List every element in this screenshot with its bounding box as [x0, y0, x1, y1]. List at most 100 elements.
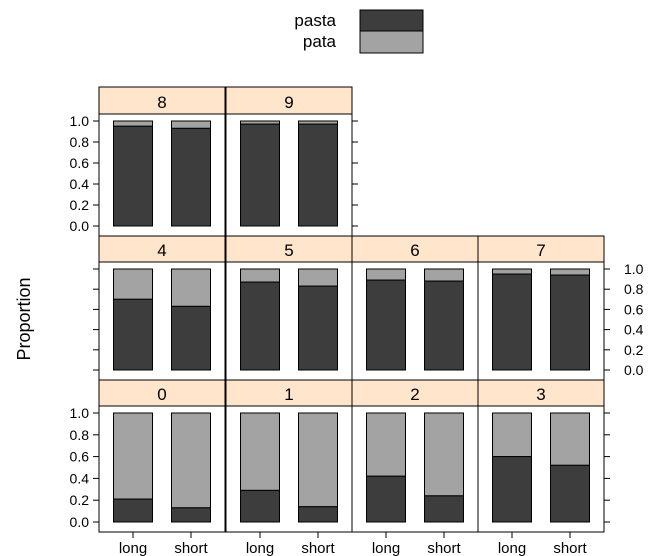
panel-strip-label: 4 — [157, 241, 166, 260]
bar-pata-short — [424, 268, 464, 282]
bar-pasta-short — [550, 464, 590, 523]
bar-pasta-short — [298, 506, 338, 523]
y-tick-label: 1.0 — [70, 405, 90, 421]
bar-pasta-long — [113, 125, 153, 227]
bar-pasta-long — [113, 498, 153, 523]
y-tick-label-right: 0.6 — [624, 301, 644, 317]
bar-pasta-long — [492, 456, 532, 523]
panel-strip-label: 0 — [157, 385, 166, 404]
panel-strip-label: 7 — [536, 241, 545, 260]
panel-5: 5 — [225, 235, 353, 381]
y-tick-label-right: 0.8 — [624, 281, 644, 297]
bar-pasta-long — [366, 475, 406, 523]
panel-strip-label: 3 — [536, 385, 545, 404]
panel-strip — [477, 235, 605, 263]
panel-strip-label: 1 — [284, 385, 293, 404]
y-tick-label: 0.6 — [70, 155, 90, 171]
legend-swatch-pasta — [359, 9, 424, 32]
x-tick-label: short — [174, 540, 208, 556]
panel-strip-label: 6 — [410, 241, 419, 260]
y-tick-label-right: 0.0 — [624, 362, 644, 378]
panel-strip-label: 5 — [284, 241, 293, 260]
bar-pasta-long — [240, 123, 280, 227]
panel-4: 4 — [93, 235, 226, 381]
bar-pasta-short — [424, 280, 464, 371]
y-tick-label-right: 0.2 — [624, 342, 644, 358]
bar-pasta-short — [550, 274, 590, 371]
bar-pata-short — [171, 268, 211, 307]
bar-pasta-long — [240, 281, 280, 371]
bar-pata-long — [113, 412, 153, 500]
x-tick-label: long — [498, 540, 526, 556]
x-tick-label: short — [427, 540, 461, 556]
y-tick-label: 0.2 — [70, 492, 90, 508]
x-tick-label: short — [553, 540, 587, 556]
bar-pata-short — [171, 120, 211, 129]
panel-strip — [225, 235, 353, 263]
y-axis-label: Proportion — [14, 277, 34, 360]
bar-pasta-short — [171, 127, 211, 227]
panel-strip — [98, 86, 226, 115]
y-tick-label: 0.0 — [70, 514, 90, 530]
panel-frame — [225, 113, 353, 237]
bar-pata-short — [424, 412, 464, 497]
bar-pata-long — [240, 412, 280, 491]
bar-pata-long — [240, 268, 280, 283]
panel-strip — [477, 379, 605, 407]
y-tick-label: 0.4 — [70, 176, 90, 192]
bar-pata-short — [550, 268, 590, 276]
panels: 0 0.0 0.2 0.4 0.6 0.8 1.0 long short 1 long short 2 l… — [70, 86, 644, 556]
y-tick-label: 0.2 — [70, 197, 90, 213]
panel-7: 7 0.0 0.2 0.4 0.6 0.8 1.0 — [477, 235, 644, 381]
bar-pasta-long — [366, 279, 406, 371]
x-tick-label: long — [372, 540, 400, 556]
legend-label-pasta: pasta — [294, 11, 336, 30]
bar-pata-short — [550, 412, 590, 466]
bar-pasta-short — [298, 285, 338, 371]
bar-pasta-short — [171, 305, 211, 371]
y-tick-label-right: 0.4 — [624, 322, 644, 338]
y-tick-label: 0.6 — [70, 449, 90, 465]
bar-pasta-long — [240, 489, 280, 523]
bar-pata-long — [366, 412, 406, 477]
panel-strip-label: 8 — [157, 93, 166, 112]
y-tick-label: 0.0 — [70, 218, 90, 234]
bar-pata-short — [298, 412, 338, 508]
bar-pasta-short — [171, 507, 211, 523]
panel-strip — [225, 86, 353, 115]
bar-pata-long — [492, 412, 532, 458]
bar-pata-short — [171, 412, 211, 509]
panel-2: 2 long short — [351, 379, 479, 556]
y-tick-label: 1.0 — [70, 113, 90, 129]
panel-frame — [98, 261, 226, 381]
panel-frame — [477, 261, 605, 381]
panel-strip-label: 2 — [410, 385, 419, 404]
legend-swatch-pata — [359, 30, 424, 54]
panel-9: 9 — [225, 86, 358, 237]
y-tick-label: 0.8 — [70, 427, 90, 443]
panel-frame — [477, 405, 605, 533]
bar-pasta-short — [298, 123, 338, 227]
bar-pasta-short — [424, 495, 464, 523]
bar-pata-long — [492, 268, 532, 275]
bar-pata-short — [298, 268, 338, 287]
panel-0: 0 0.0 0.2 0.4 0.6 0.8 1.0 long short — [70, 379, 226, 556]
y-tick-label: 0.8 — [70, 134, 90, 150]
panel-8: 8 0.0 0.2 0.4 0.6 0.8 1.0 — [70, 86, 226, 237]
panel-frame — [98, 405, 226, 533]
bar-pata-long — [366, 268, 406, 281]
bar-pata-long — [113, 120, 153, 127]
panel-frame — [98, 113, 226, 237]
legend-label-pata: pata — [303, 32, 337, 51]
x-tick-label: short — [301, 540, 335, 556]
y-tick-label: 0.4 — [70, 470, 90, 486]
bar-pasta-long — [492, 273, 532, 371]
y-tick-label-right: 1.0 — [624, 261, 644, 277]
panel-6: 6 — [351, 235, 479, 381]
panel-strip — [98, 379, 226, 407]
x-tick-label: long — [119, 540, 147, 556]
bar-pasta-long — [113, 298, 153, 371]
legend: pasta pata — [294, 9, 424, 54]
panel-1: 1 long short — [225, 379, 353, 556]
